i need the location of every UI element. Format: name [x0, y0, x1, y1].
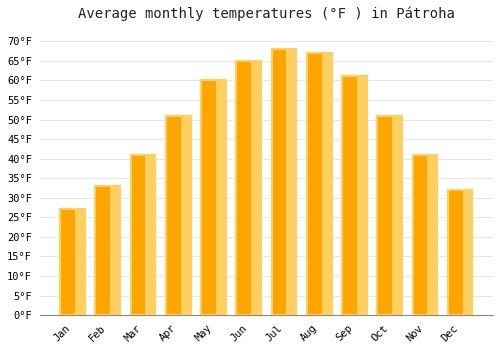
Bar [448, 190, 472, 315]
Bar [216, 80, 226, 315]
Bar [180, 116, 190, 315]
Bar [110, 186, 120, 315]
Bar [201, 80, 226, 315]
Bar [428, 155, 437, 315]
Bar [146, 155, 156, 315]
Bar [75, 210, 85, 315]
Bar [322, 53, 332, 315]
Bar [342, 77, 366, 315]
Title: Average monthly temperatures (°F ) in Pátroha: Average monthly temperatures (°F ) in Pá… [78, 7, 455, 21]
Bar [357, 77, 366, 315]
Bar [412, 155, 437, 315]
Bar [166, 116, 190, 315]
Bar [462, 190, 472, 315]
Bar [378, 116, 402, 315]
Bar [272, 49, 296, 315]
Bar [96, 186, 120, 315]
Bar [251, 61, 261, 315]
Bar [60, 210, 85, 315]
Bar [286, 49, 296, 315]
Bar [392, 116, 402, 315]
Bar [130, 155, 156, 315]
Bar [236, 61, 261, 315]
Bar [307, 53, 332, 315]
